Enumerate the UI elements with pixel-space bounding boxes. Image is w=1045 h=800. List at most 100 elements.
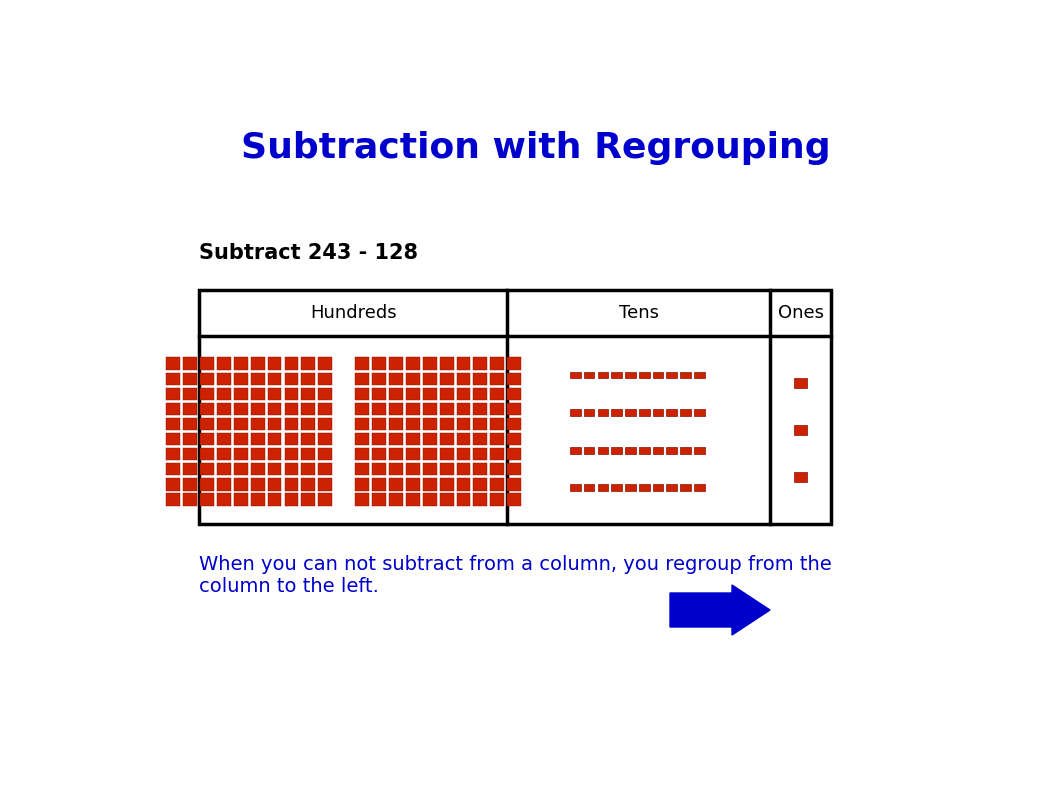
- Bar: [507, 418, 521, 430]
- Bar: [268, 494, 281, 506]
- Bar: [473, 358, 487, 370]
- Bar: [423, 494, 437, 506]
- Bar: [423, 448, 437, 460]
- Bar: [457, 402, 470, 415]
- Bar: [251, 448, 264, 460]
- Bar: [490, 358, 504, 370]
- Bar: [584, 446, 595, 454]
- Bar: [507, 463, 521, 475]
- Bar: [423, 388, 437, 400]
- Bar: [301, 433, 316, 446]
- Bar: [473, 463, 487, 475]
- Bar: [405, 448, 420, 460]
- Bar: [372, 402, 386, 415]
- Bar: [201, 478, 214, 490]
- Bar: [234, 463, 248, 475]
- Bar: [490, 448, 504, 460]
- Bar: [440, 448, 454, 460]
- Bar: [372, 494, 386, 506]
- Bar: [611, 371, 622, 378]
- Bar: [405, 494, 420, 506]
- Bar: [268, 478, 281, 490]
- Bar: [570, 409, 581, 416]
- Bar: [183, 402, 198, 415]
- Bar: [440, 418, 454, 430]
- Bar: [183, 418, 198, 430]
- Bar: [584, 371, 595, 378]
- Bar: [301, 388, 316, 400]
- Bar: [166, 418, 181, 430]
- Bar: [355, 463, 369, 475]
- Bar: [372, 463, 386, 475]
- Bar: [319, 373, 332, 385]
- Bar: [794, 426, 808, 435]
- Bar: [652, 446, 664, 454]
- Bar: [584, 409, 595, 416]
- Bar: [440, 358, 454, 370]
- Bar: [234, 418, 248, 430]
- Bar: [570, 446, 581, 454]
- Text: Hundreds: Hundreds: [310, 304, 397, 322]
- Bar: [234, 402, 248, 415]
- Bar: [680, 484, 691, 491]
- Bar: [166, 448, 181, 460]
- Bar: [251, 433, 264, 446]
- Bar: [507, 448, 521, 460]
- Bar: [611, 484, 622, 491]
- Bar: [405, 402, 420, 415]
- Bar: [598, 446, 608, 454]
- Bar: [268, 463, 281, 475]
- Bar: [183, 478, 198, 490]
- Bar: [389, 388, 403, 400]
- Bar: [652, 371, 664, 378]
- Bar: [490, 433, 504, 446]
- Bar: [490, 388, 504, 400]
- Bar: [473, 494, 487, 506]
- Bar: [794, 472, 808, 482]
- Bar: [372, 373, 386, 385]
- Bar: [405, 478, 420, 490]
- Bar: [389, 433, 403, 446]
- Bar: [440, 478, 454, 490]
- Bar: [694, 484, 704, 491]
- Bar: [638, 409, 650, 416]
- Bar: [201, 388, 214, 400]
- Bar: [201, 418, 214, 430]
- Bar: [251, 478, 264, 490]
- Bar: [570, 484, 581, 491]
- Bar: [389, 373, 403, 385]
- Bar: [372, 358, 386, 370]
- Bar: [201, 402, 214, 415]
- Bar: [667, 484, 677, 491]
- Bar: [251, 358, 264, 370]
- Bar: [667, 446, 677, 454]
- Bar: [473, 373, 487, 385]
- Bar: [372, 448, 386, 460]
- Bar: [166, 358, 181, 370]
- Bar: [457, 478, 470, 490]
- Bar: [570, 371, 581, 378]
- Bar: [268, 388, 281, 400]
- Bar: [355, 402, 369, 415]
- Bar: [217, 448, 231, 460]
- Bar: [284, 373, 299, 385]
- Bar: [234, 373, 248, 385]
- Bar: [201, 463, 214, 475]
- Bar: [201, 373, 214, 385]
- Bar: [268, 373, 281, 385]
- Bar: [694, 409, 704, 416]
- Bar: [319, 433, 332, 446]
- Bar: [201, 494, 214, 506]
- Bar: [319, 358, 332, 370]
- Bar: [355, 448, 369, 460]
- Bar: [166, 494, 181, 506]
- Bar: [183, 494, 198, 506]
- Bar: [423, 402, 437, 415]
- Bar: [490, 478, 504, 490]
- Bar: [319, 418, 332, 430]
- Bar: [584, 484, 595, 491]
- Bar: [405, 388, 420, 400]
- Bar: [440, 463, 454, 475]
- Bar: [457, 388, 470, 400]
- Bar: [301, 358, 316, 370]
